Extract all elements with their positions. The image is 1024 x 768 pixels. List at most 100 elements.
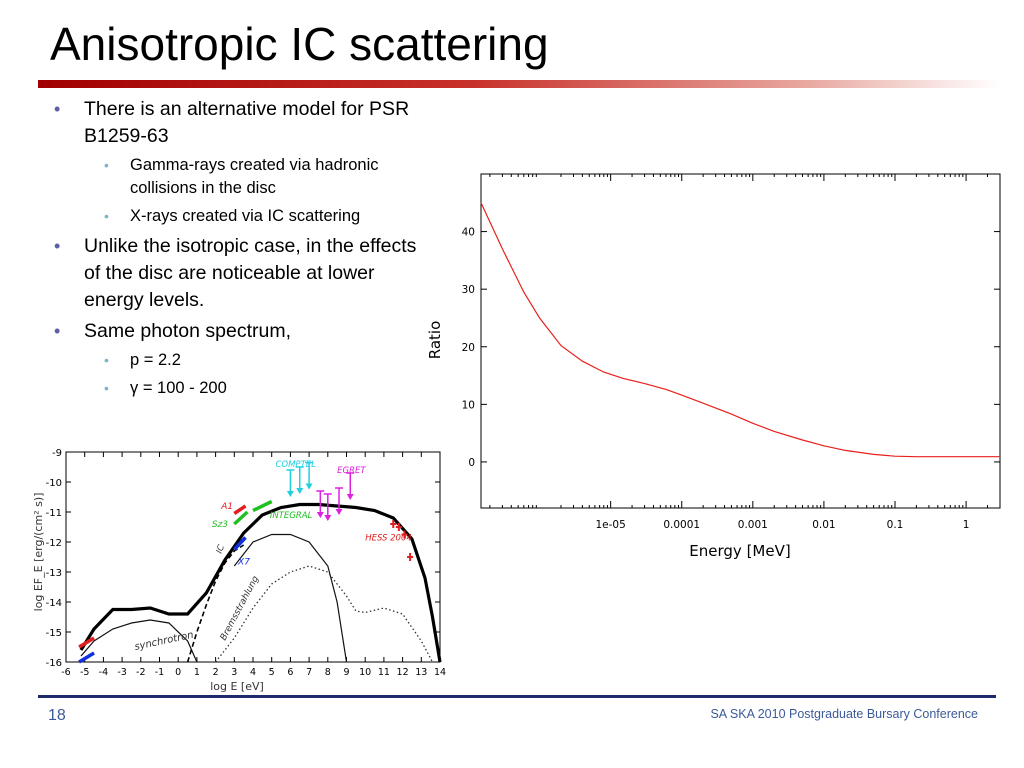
arrow-head-icon: [316, 512, 324, 518]
sub-bullet-item: • p = 2.2: [48, 349, 428, 372]
plot-frame: [65, 451, 441, 663]
bullet-text: p = 2.2: [130, 351, 181, 369]
bullet-dot-icon: •: [104, 352, 109, 368]
sed-annotation: IC: [215, 544, 227, 555]
y-axis-label: Ratio: [426, 321, 444, 360]
x-tick-label: 9: [343, 667, 349, 678]
bullet-text: Same photon spectrum,: [84, 320, 292, 342]
y-tick-label: -16: [46, 658, 62, 669]
x-tick-label: 0.0001: [663, 519, 700, 531]
arrow-head-icon: [305, 483, 313, 490]
sed-annotation: A1: [220, 502, 233, 512]
y-tick-label: -15: [46, 628, 62, 639]
y-tick-label: -12: [46, 538, 62, 549]
radio-data-red: [78, 636, 95, 649]
x-axis-label: Energy [MeV]: [689, 542, 790, 560]
xray-data-x7: [233, 536, 247, 551]
x-tick-label: -3: [117, 667, 126, 678]
x-tick-label: -5: [80, 667, 89, 678]
y-tick-label: 10: [462, 399, 475, 411]
ratio-series-line: [480, 202, 1000, 458]
x-tick-label: 2: [213, 667, 219, 678]
x-tick-label: 6: [287, 667, 293, 678]
sed-annotation: INTEGRAL: [270, 511, 313, 521]
bullet-text: Gamma-rays created via hadronic collisio…: [130, 156, 379, 197]
footer-rule: [38, 695, 996, 698]
bullet-dot-icon: •: [54, 321, 61, 341]
y-tick-label: -11: [46, 508, 62, 519]
sub-bullet-item: • Gamma-rays created via hadronic collisi…: [48, 154, 428, 200]
bullet-dot-icon: •: [104, 157, 109, 173]
bullet-text: There is an alternative model for PSR B1…: [84, 98, 410, 147]
x-tick-label: 5: [269, 667, 275, 678]
bullet-dot-icon: •: [54, 99, 61, 119]
bullet-item: • There is an alternative model for PSR B…: [48, 96, 428, 150]
x-tick-label: 0.001: [738, 519, 768, 531]
plot-frame: [480, 173, 1001, 509]
xray-data-sz3: [233, 510, 249, 526]
x-tick-label: 0.1: [887, 519, 904, 531]
x-tick-label: 1e-05: [596, 519, 626, 531]
x-tick-label: 3: [231, 667, 237, 678]
ratio-chart: 0 10 20 30 40 1e-05 0.0001 0.001 0.01 0.1 1 Energy…: [426, 173, 1001, 560]
x-tick-label: 11: [378, 667, 390, 678]
sed-chart: -9-10-11-12-13-14-15-16-6 -5 -4 -3 -2 -1 0 1 2 3 4…: [32, 448, 446, 692]
sed-annotation: COMPTEL: [275, 460, 316, 470]
sed-series-synchrotron: [80, 619, 198, 663]
slide-title: Anisotropic IC scattering: [50, 18, 549, 70]
x-tick-label: 1: [963, 519, 970, 531]
y-tick-label: -10: [46, 478, 62, 489]
x-tick-label: 10: [359, 667, 371, 678]
radio-data-blue: [78, 651, 95, 664]
arrow-head-icon: [296, 488, 304, 494]
bullet-dot-icon: •: [104, 380, 109, 396]
sed-annotation: X7: [237, 558, 250, 568]
sed-annotation: HESS 2004: [365, 534, 412, 544]
x-tick-label: 1: [194, 667, 200, 678]
sub-bullet-item: • X-rays created via IC scattering: [48, 205, 428, 228]
arrow-head-icon: [346, 494, 354, 500]
x-axis-label: log E [eV]: [210, 680, 264, 692]
sed-annotation: Sz3: [212, 520, 228, 530]
sed-annotation: EGRET: [337, 466, 366, 476]
y-tick-label: 20: [462, 342, 475, 354]
bullet-item: • Unlike the isotropic case, in the effec…: [48, 233, 428, 314]
sub-bullet-item: • γ = 100 - 200: [48, 377, 428, 400]
y-tick-label: 40: [462, 227, 475, 239]
sed-series-bremsstrahlung: [215, 565, 434, 663]
sed-series-ic: [186, 544, 245, 663]
bullet-text: X-rays created via IC scattering: [130, 207, 361, 225]
xray-data-a1: [233, 504, 247, 515]
bullet-dot-icon: •: [104, 208, 109, 224]
x-tick-label: 12: [397, 667, 409, 678]
arrow-head-icon: [286, 491, 294, 497]
y-tick-label: -9: [52, 448, 62, 459]
x-tick-label: 0: [175, 667, 181, 678]
bullet-text: γ = 100 - 200: [130, 379, 227, 397]
integral-data: [252, 499, 273, 513]
x-tick-label: 7: [306, 667, 312, 678]
bullet-item: • Same photon spectrum,: [48, 318, 428, 345]
y-tick-label: 0: [468, 457, 475, 469]
page-number: 18: [48, 707, 66, 724]
x-tick-label: 8: [325, 667, 331, 678]
arrow-head-icon: [324, 515, 332, 521]
bullet-dot-icon: •: [54, 236, 61, 256]
x-tick-label: 13: [415, 667, 427, 678]
bullet-text: Unlike the isotropic case, in the effect…: [84, 235, 417, 311]
x-tick-label: -1: [155, 667, 164, 678]
y-tick-label: -14: [46, 598, 62, 609]
y-axis-label: log EF_E [erg/(cm² s)]: [32, 493, 45, 612]
x-tick-label: 0.01: [812, 519, 835, 531]
sed-series-total: [79, 502, 442, 663]
x-tick-label: 14: [434, 667, 446, 678]
title-underline: [38, 80, 1000, 88]
arrow-head-icon: [335, 509, 343, 515]
y-tick-label: -13: [46, 568, 62, 579]
x-tick-label: -6: [61, 667, 70, 678]
footer-text: SA SKA 2010 Postgraduate Bursary Confere…: [710, 707, 978, 721]
sed-series-hadronic: [233, 533, 348, 663]
bullet-list: • There is an alternative model for PSR B…: [48, 96, 428, 405]
x-tick-label: -4: [99, 667, 108, 678]
y-tick-label: 30: [462, 284, 475, 296]
